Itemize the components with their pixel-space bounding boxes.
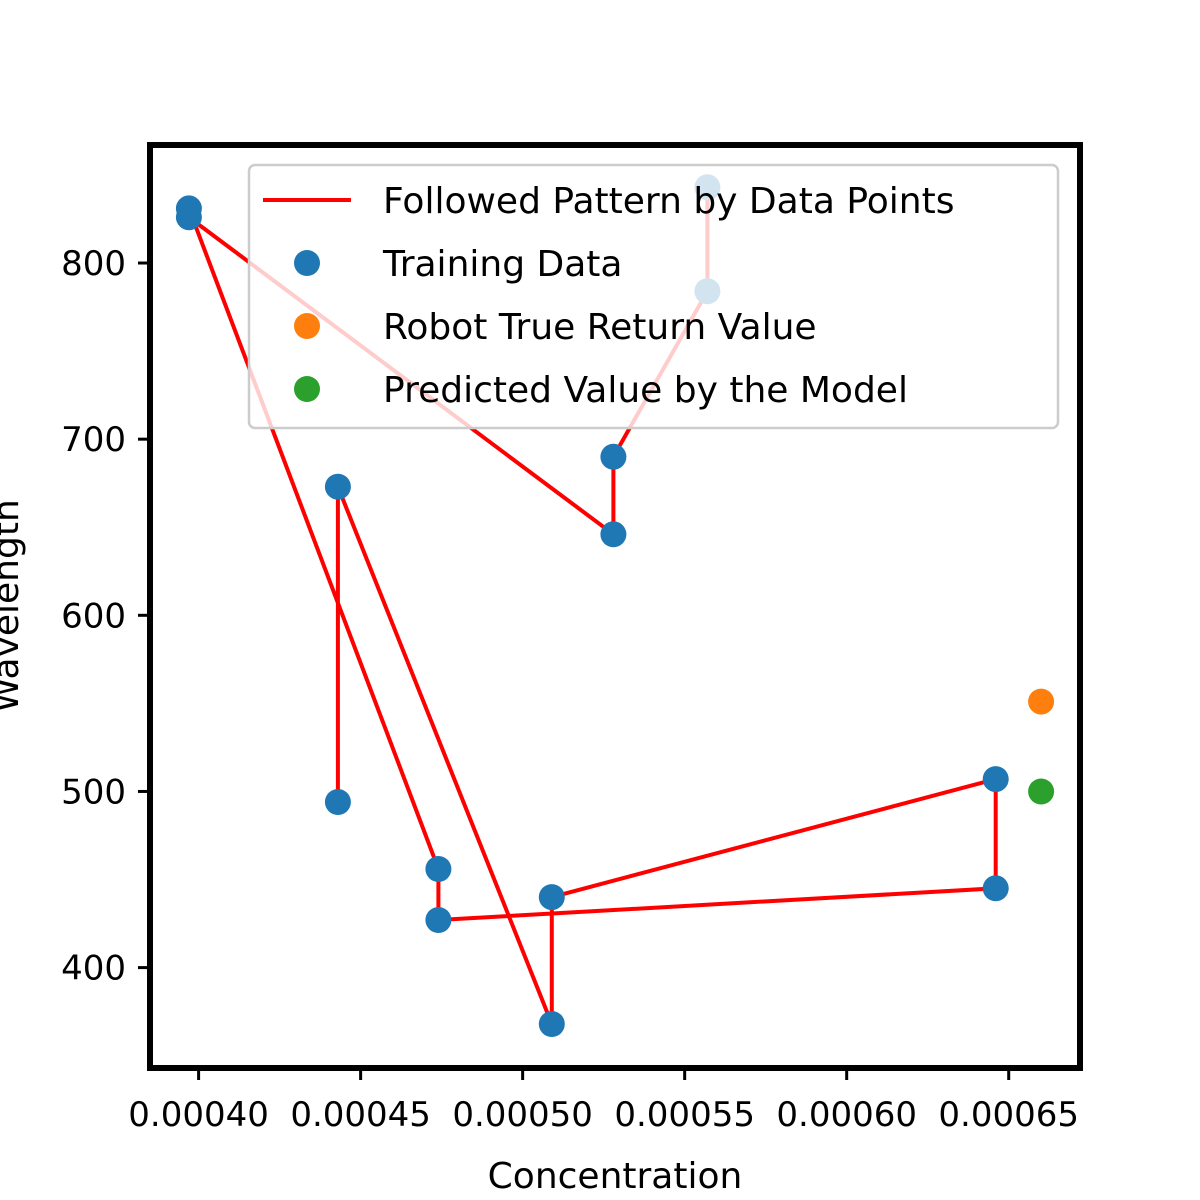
data-point-training-data <box>324 473 351 500</box>
y-tick-label: 500 <box>61 772 126 812</box>
data-point-predicted-value-by-the-model <box>1028 778 1055 805</box>
data-point-training-data <box>538 1011 565 1037</box>
y-tick-label: 800 <box>61 244 126 284</box>
data-point-training-data <box>175 204 202 231</box>
data-point-training-data <box>982 766 1009 793</box>
legend: Followed Pattern by Data Points Training … <box>247 163 1060 430</box>
x-tick-label: 0.00050 <box>452 1095 593 1135</box>
y-axis-label: Wavelength <box>0 499 27 713</box>
legend-label: Followed Pattern by Data Points <box>383 181 954 222</box>
y-tick-label: 700 <box>61 420 126 460</box>
x-tick-label: 0.00055 <box>614 1095 755 1135</box>
x-axis-label: Concentration <box>488 1156 743 1197</box>
legend-marker-swatch <box>294 250 320 276</box>
legend-label: Training Data <box>382 244 622 285</box>
data-point-training-data <box>324 789 351 815</box>
legend-label: Predicted Value by the Model <box>383 370 908 411</box>
y-tick-label: 400 <box>61 949 126 989</box>
x-tick-label: 0.00040 <box>128 1095 269 1135</box>
legend-marker-swatch <box>294 376 320 402</box>
x-tick-label: 0.00045 <box>290 1095 431 1135</box>
y-tick-label: 600 <box>61 596 126 636</box>
data-point-training-data <box>982 875 1009 902</box>
data-point-training-data <box>600 521 627 548</box>
data-point-training-data <box>425 856 452 882</box>
x-tick-label: 0.00065 <box>938 1095 1079 1135</box>
data-point-training-data <box>600 443 627 470</box>
legend-box <box>247 163 1060 430</box>
legend-marker-swatch <box>294 313 320 339</box>
axis-ticks: 0.00040 0.00045 0.00050 0.00055 0.00060 0.000… <box>61 244 1079 1135</box>
data-point-training-data <box>425 907 452 933</box>
data-point-robot-true-return-value <box>1028 688 1055 715</box>
data-point-training-data <box>538 884 565 911</box>
legend-label: Robot True Return Value <box>383 307 817 348</box>
x-tick-label: 0.00060 <box>776 1095 917 1135</box>
axes-frame <box>147 142 1083 1071</box>
